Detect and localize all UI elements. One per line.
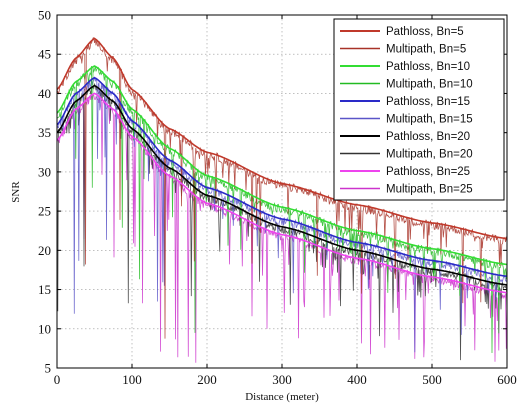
series-line-multipath-bn-25 bbox=[57, 93, 507, 363]
y-axis-label: SNR bbox=[10, 181, 22, 203]
legend-entry-label: Pathloss, Bn=10 bbox=[386, 61, 470, 73]
y-tick-label: 20 bbox=[38, 243, 51, 258]
y-tick-label: 10 bbox=[38, 321, 51, 336]
legend-entry-label: Pathloss, Bn=20 bbox=[386, 131, 470, 143]
y-tick-label: 30 bbox=[38, 164, 51, 179]
axis-ticks: 0 100 200 300 400 500 600 5 10 15 20 25 30 35 40 45 50 bbox=[38, 8, 517, 388]
series-line-pathloss-bn-25 bbox=[57, 92, 507, 294]
legend-entry-label: Multipath, Bn=25 bbox=[386, 184, 473, 196]
y-tick-label: 50 bbox=[38, 8, 51, 23]
series-line-multipath-bn-15 bbox=[57, 76, 507, 353]
legend-entry-label: Multipath, Bn=10 bbox=[386, 79, 473, 91]
y-tick-label: 45 bbox=[38, 47, 51, 62]
x-axis-label: Distance (meter) bbox=[245, 391, 319, 403]
x-tick-label: 400 bbox=[347, 372, 367, 387]
x-tick-label: 600 bbox=[497, 372, 517, 387]
x-tick-label: 0 bbox=[54, 372, 61, 387]
legend-entry-label: Pathloss, Bn=25 bbox=[386, 166, 470, 178]
x-tick-label: 200 bbox=[197, 372, 217, 387]
x-tick-label: 300 bbox=[272, 372, 292, 387]
series-lines bbox=[57, 37, 507, 363]
legend-entry-label: Pathloss, Bn=15 bbox=[386, 96, 470, 108]
series-line-pathloss-bn-5 bbox=[57, 37, 507, 240]
y-tick-label: 5 bbox=[45, 361, 52, 376]
legend-entry-label: Multipath, Bn=15 bbox=[386, 114, 473, 126]
legend-entry-label: Multipath, Bn=20 bbox=[386, 149, 473, 161]
y-tick-label: 25 bbox=[38, 204, 51, 219]
series-line-pathloss-bn-15 bbox=[57, 76, 507, 277]
x-tick-label: 500 bbox=[422, 372, 442, 387]
x-tick-label: 100 bbox=[122, 372, 142, 387]
y-tick-label: 40 bbox=[38, 86, 51, 101]
legend-entry-label: Multipath, Bn=5 bbox=[386, 44, 466, 56]
y-tick-label: 15 bbox=[38, 282, 51, 297]
series-line-pathloss-bn-10 bbox=[57, 65, 507, 266]
legend: Pathloss, Bn=5 Multipath, Bn=5 Pathloss, B… bbox=[333, 18, 505, 201]
y-tick-label: 35 bbox=[38, 125, 51, 140]
legend-entry-label: Pathloss, Bn=5 bbox=[386, 26, 464, 38]
series-line-pathloss-bn-20 bbox=[57, 84, 507, 286]
